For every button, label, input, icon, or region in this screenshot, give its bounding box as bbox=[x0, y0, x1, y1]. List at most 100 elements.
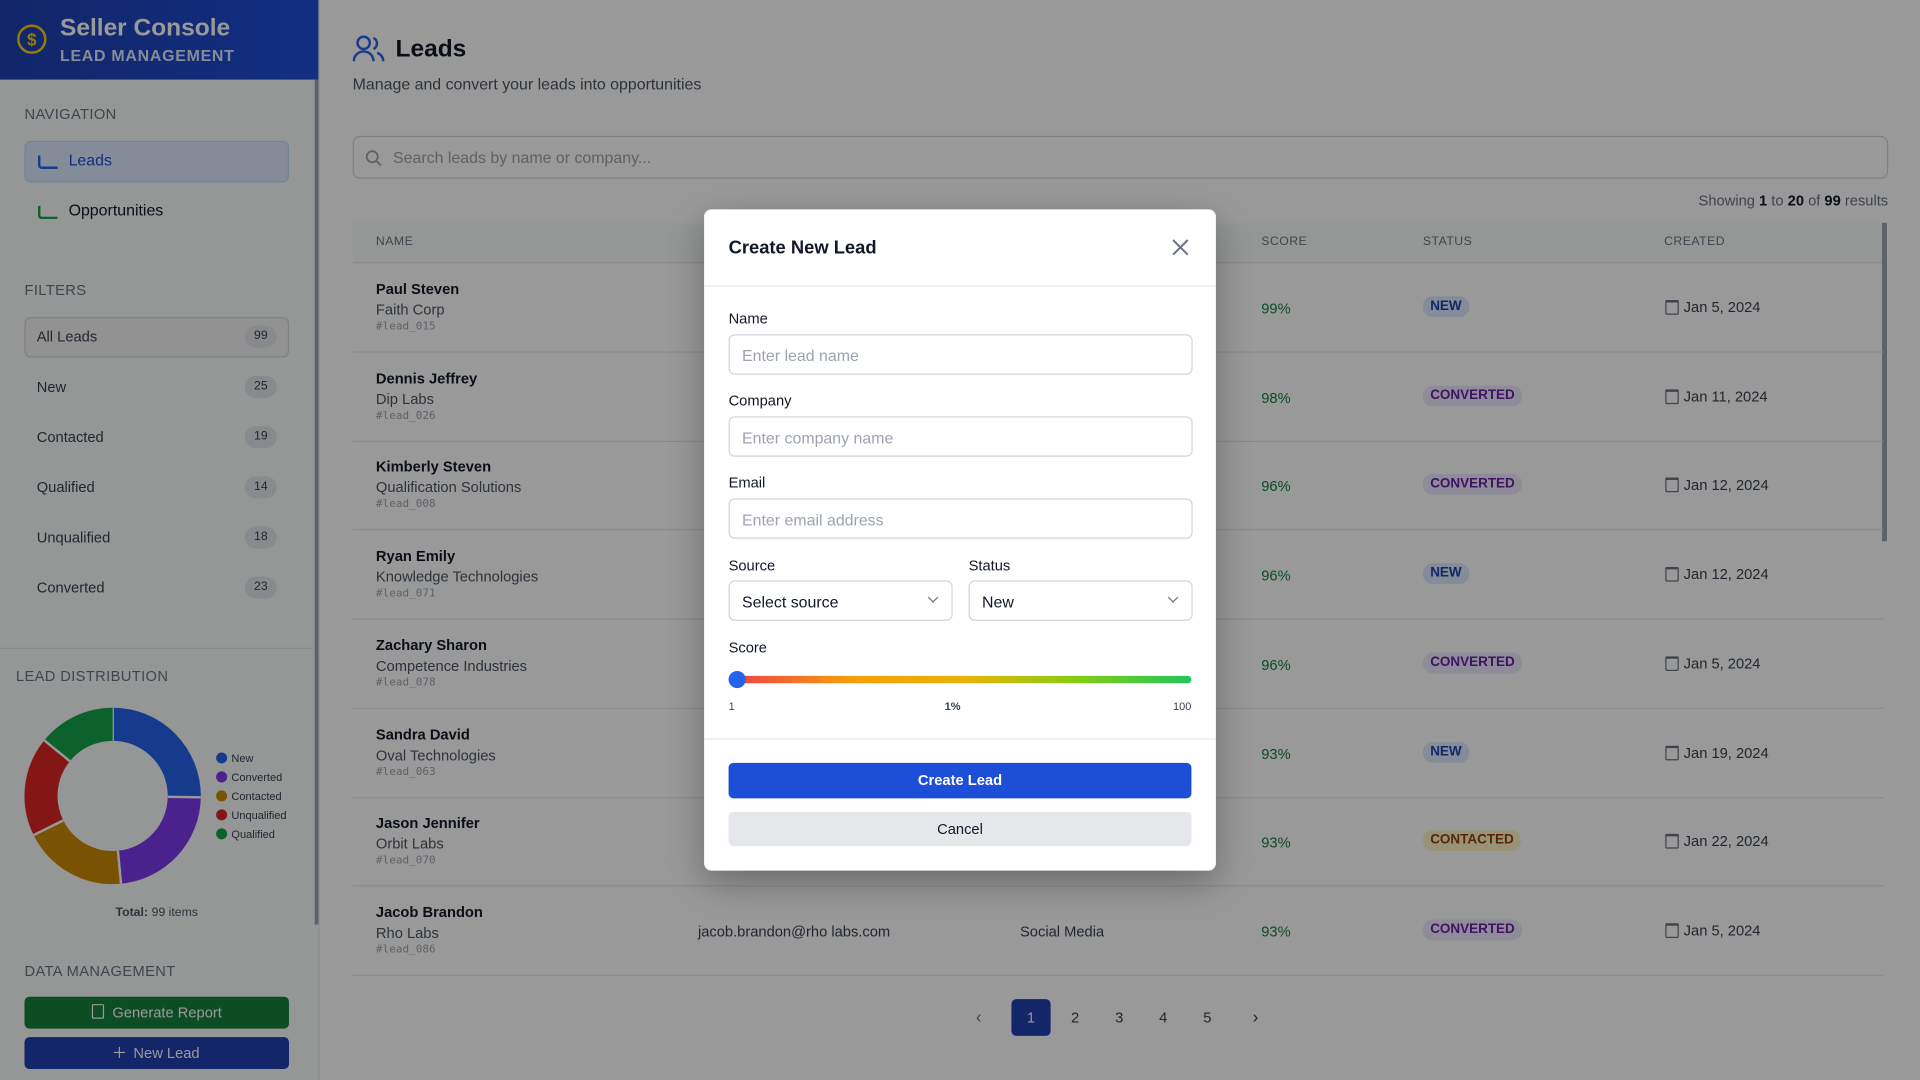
button-icon bbox=[113, 1046, 125, 1058]
modal: Create New Lead Create Lead Cancel Name E… bbox=[704, 209, 1216, 871]
lead-name[interactable]: Sandra David bbox=[375, 725, 470, 743]
status-badge: CONVERTED bbox=[1422, 919, 1523, 941]
calendar-icon bbox=[1665, 834, 1679, 849]
lead-name[interactable]: Dennis Jeffrey bbox=[375, 369, 478, 387]
next-page[interactable]: › bbox=[1252, 1006, 1259, 1027]
leads-icon bbox=[352, 35, 385, 62]
lead-id: #lead_008 bbox=[375, 498, 436, 512]
nav-item[interactable]: Opportunities bbox=[68, 200, 164, 220]
row-divider bbox=[352, 974, 1884, 976]
donut-segment bbox=[111, 707, 201, 798]
search-icon bbox=[365, 150, 382, 166]
sidebar-button[interactable]: Generate Report bbox=[24, 996, 289, 1029]
create-lead-button[interactable]: Create Lead bbox=[728, 762, 1192, 799]
modal-title: Create New Lead bbox=[728, 237, 877, 259]
text-input[interactable]: Enter company name bbox=[728, 416, 1193, 457]
divider bbox=[704, 285, 1216, 287]
filter-count: 23 bbox=[244, 576, 277, 599]
nav-item-active[interactable] bbox=[24, 140, 289, 183]
distribution-heading: LEAD DISTRIBUTION bbox=[15, 667, 169, 685]
divider bbox=[704, 738, 1216, 740]
brand-subtitle: LEAD MANAGEMENT bbox=[60, 46, 235, 65]
lead-name[interactable]: Kimberly Steven bbox=[375, 458, 492, 476]
results-text: results bbox=[1840, 192, 1889, 210]
status-badge: CONVERTED bbox=[1422, 385, 1523, 407]
lead-score: 98% bbox=[1261, 389, 1291, 407]
search-box[interactable]: Search leads by name or company... bbox=[352, 135, 1889, 179]
legend-swatch bbox=[216, 771, 228, 783]
filter-label[interactable]: Contacted bbox=[36, 428, 104, 446]
distribution-chart: New Converted Contacted Unqualified Qualifie… bbox=[24, 707, 287, 885]
filter-label[interactable]: Qualified bbox=[36, 478, 95, 496]
score-slider-thumb[interactable] bbox=[728, 671, 746, 689]
cancel-button[interactable]: Cancel bbox=[728, 811, 1192, 847]
lead-created: Jan 11, 2024 bbox=[1683, 387, 1768, 405]
prev-page[interactable]: ‹ bbox=[975, 1006, 982, 1027]
results-text: Showing bbox=[1698, 192, 1760, 210]
nav-item[interactable]: Leads bbox=[68, 150, 112, 169]
lead-id: #lead_078 bbox=[375, 676, 436, 690]
segment-gap bbox=[33, 819, 64, 837]
lead-company: Rho Labs bbox=[375, 924, 439, 942]
page-button[interactable]: 1 bbox=[1011, 999, 1051, 1036]
score-slider-track[interactable] bbox=[737, 675, 1192, 684]
filter-label[interactable]: All Leads bbox=[36, 328, 98, 346]
search-placeholder: Search leads by name or company... bbox=[393, 148, 652, 167]
lead-created: Jan 12, 2024 bbox=[1683, 476, 1769, 494]
filter-count: 19 bbox=[244, 426, 277, 449]
page-button[interactable]: 3 bbox=[1115, 1008, 1124, 1027]
lead-created: Jan 5, 2024 bbox=[1683, 921, 1761, 940]
lead-id: #lead_015 bbox=[375, 320, 436, 334]
lead-score: 96% bbox=[1261, 656, 1291, 674]
calendar-icon bbox=[1665, 389, 1679, 404]
lead-company: Competence Industries bbox=[375, 657, 528, 675]
page-button[interactable]: 4 bbox=[1159, 1008, 1168, 1027]
total-text: 99 items bbox=[151, 906, 198, 920]
brand-icon: $ bbox=[17, 24, 47, 54]
column-header: STATUS bbox=[1422, 235, 1473, 249]
close-button[interactable] bbox=[1172, 239, 1189, 256]
field-label: Name bbox=[728, 309, 768, 327]
lead-name[interactable]: Paul Steven bbox=[375, 280, 460, 298]
lead-name[interactable]: Zachary Sharon bbox=[375, 636, 487, 654]
text-input[interactable]: Enter email address bbox=[728, 498, 1193, 539]
score-max: 100 bbox=[1173, 700, 1192, 713]
lead-name[interactable]: Ryan Emily bbox=[375, 547, 456, 565]
lead-name[interactable]: Jacob Brandon bbox=[375, 903, 483, 921]
column-header: NAME bbox=[375, 235, 414, 249]
page-button[interactable]: 5 bbox=[1203, 1008, 1212, 1027]
lead-score: 93% bbox=[1261, 745, 1291, 763]
lead-score: 93% bbox=[1261, 834, 1291, 852]
lead-created: Jan 19, 2024 bbox=[1683, 743, 1769, 762]
select-input[interactable]: Select source bbox=[728, 580, 953, 621]
calendar-icon bbox=[1665, 478, 1679, 493]
sidebar-button[interactable]: New Lead bbox=[24, 1037, 289, 1069]
page-button[interactable]: 2 bbox=[1071, 1008, 1080, 1027]
lead-created: Jan 5, 2024 bbox=[1683, 298, 1761, 316]
donut-segment bbox=[117, 796, 201, 884]
calendar-icon bbox=[1665, 656, 1679, 671]
donut-segment bbox=[24, 740, 71, 836]
text-input[interactable]: Enter lead name bbox=[728, 334, 1193, 375]
column-header: CREATED bbox=[1664, 235, 1726, 249]
column-header: SCORE bbox=[1261, 235, 1308, 249]
filter-active[interactable] bbox=[24, 317, 289, 358]
status-badge: CONVERTED bbox=[1422, 652, 1523, 674]
lead-name[interactable]: Jason Jennifer bbox=[375, 814, 480, 832]
filter-label[interactable]: Converted bbox=[36, 579, 105, 597]
input-placeholder: Enter lead name bbox=[742, 346, 859, 365]
select-input[interactable]: New bbox=[968, 580, 1193, 621]
filter-label[interactable]: Unqualified bbox=[36, 528, 111, 547]
results-text: 1 bbox=[1759, 192, 1768, 210]
status-badge: NEW bbox=[1422, 296, 1469, 318]
lead-score: 93% bbox=[1261, 923, 1291, 941]
table-scrollbar bbox=[1882, 222, 1887, 542]
lead-company: Orbit Labs bbox=[375, 835, 444, 853]
select-value: Select source bbox=[742, 592, 839, 612]
field-label: Email bbox=[728, 473, 766, 492]
calendar-icon bbox=[1665, 300, 1679, 315]
filter-label[interactable]: New bbox=[36, 378, 67, 396]
nav-icon bbox=[37, 155, 58, 169]
lead-id: #lead_070 bbox=[375, 854, 436, 868]
row-divider bbox=[352, 885, 1884, 887]
